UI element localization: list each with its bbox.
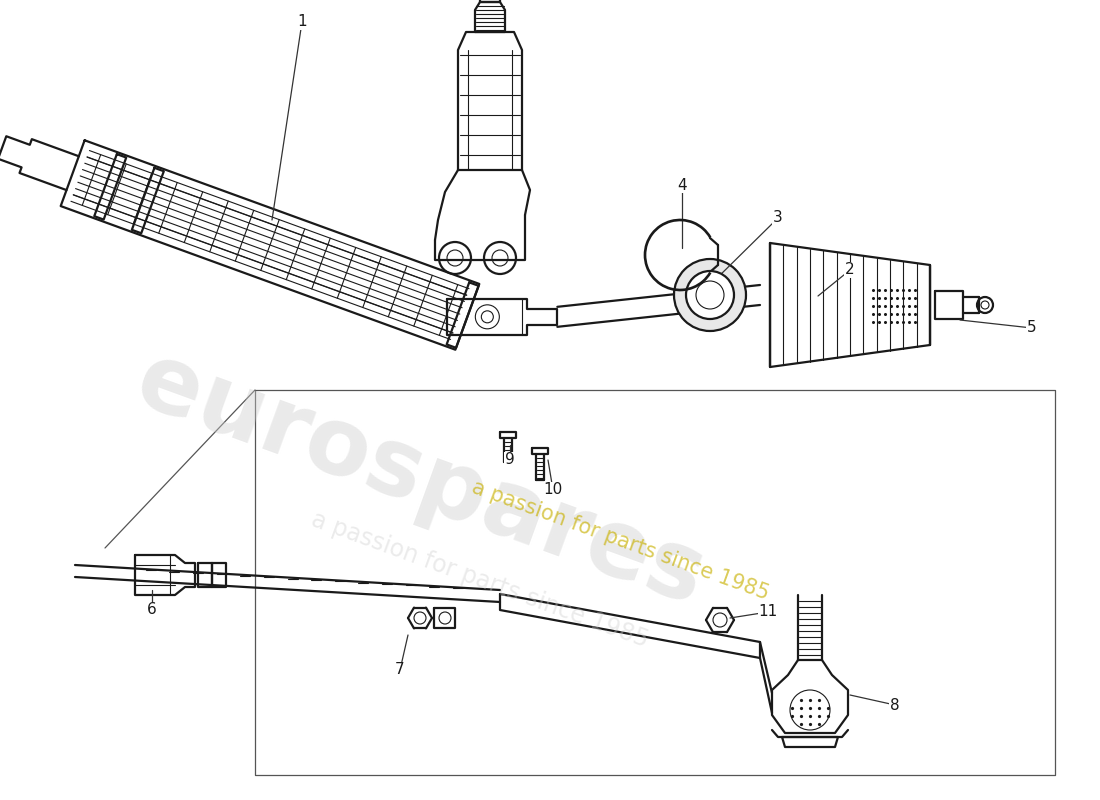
Polygon shape [448, 299, 558, 335]
Polygon shape [532, 448, 548, 454]
Text: 4: 4 [678, 178, 686, 193]
Polygon shape [770, 243, 930, 367]
Polygon shape [935, 291, 962, 319]
Text: 11: 11 [758, 605, 778, 619]
Text: 2: 2 [845, 262, 855, 278]
Polygon shape [198, 563, 212, 587]
Text: a passion for parts since 1985: a passion for parts since 1985 [469, 477, 771, 603]
Polygon shape [135, 555, 195, 595]
Polygon shape [475, 2, 505, 32]
Text: 7: 7 [395, 662, 405, 678]
Text: 9: 9 [505, 453, 515, 467]
Polygon shape [212, 563, 226, 587]
Text: a passion for parts since 1985: a passion for parts since 1985 [308, 508, 652, 652]
Polygon shape [458, 32, 522, 170]
Circle shape [674, 259, 746, 331]
Text: 1: 1 [297, 14, 307, 30]
Text: 5: 5 [1027, 321, 1037, 335]
Polygon shape [434, 608, 455, 628]
Circle shape [686, 271, 734, 319]
Text: 10: 10 [543, 482, 562, 498]
Polygon shape [782, 737, 838, 747]
Polygon shape [772, 660, 848, 733]
Text: 3: 3 [773, 210, 783, 226]
Text: 8: 8 [890, 698, 900, 713]
Text: 6: 6 [147, 602, 157, 618]
Text: eurospares: eurospares [123, 334, 716, 626]
Polygon shape [60, 140, 480, 350]
Polygon shape [500, 594, 760, 658]
Polygon shape [500, 432, 516, 438]
